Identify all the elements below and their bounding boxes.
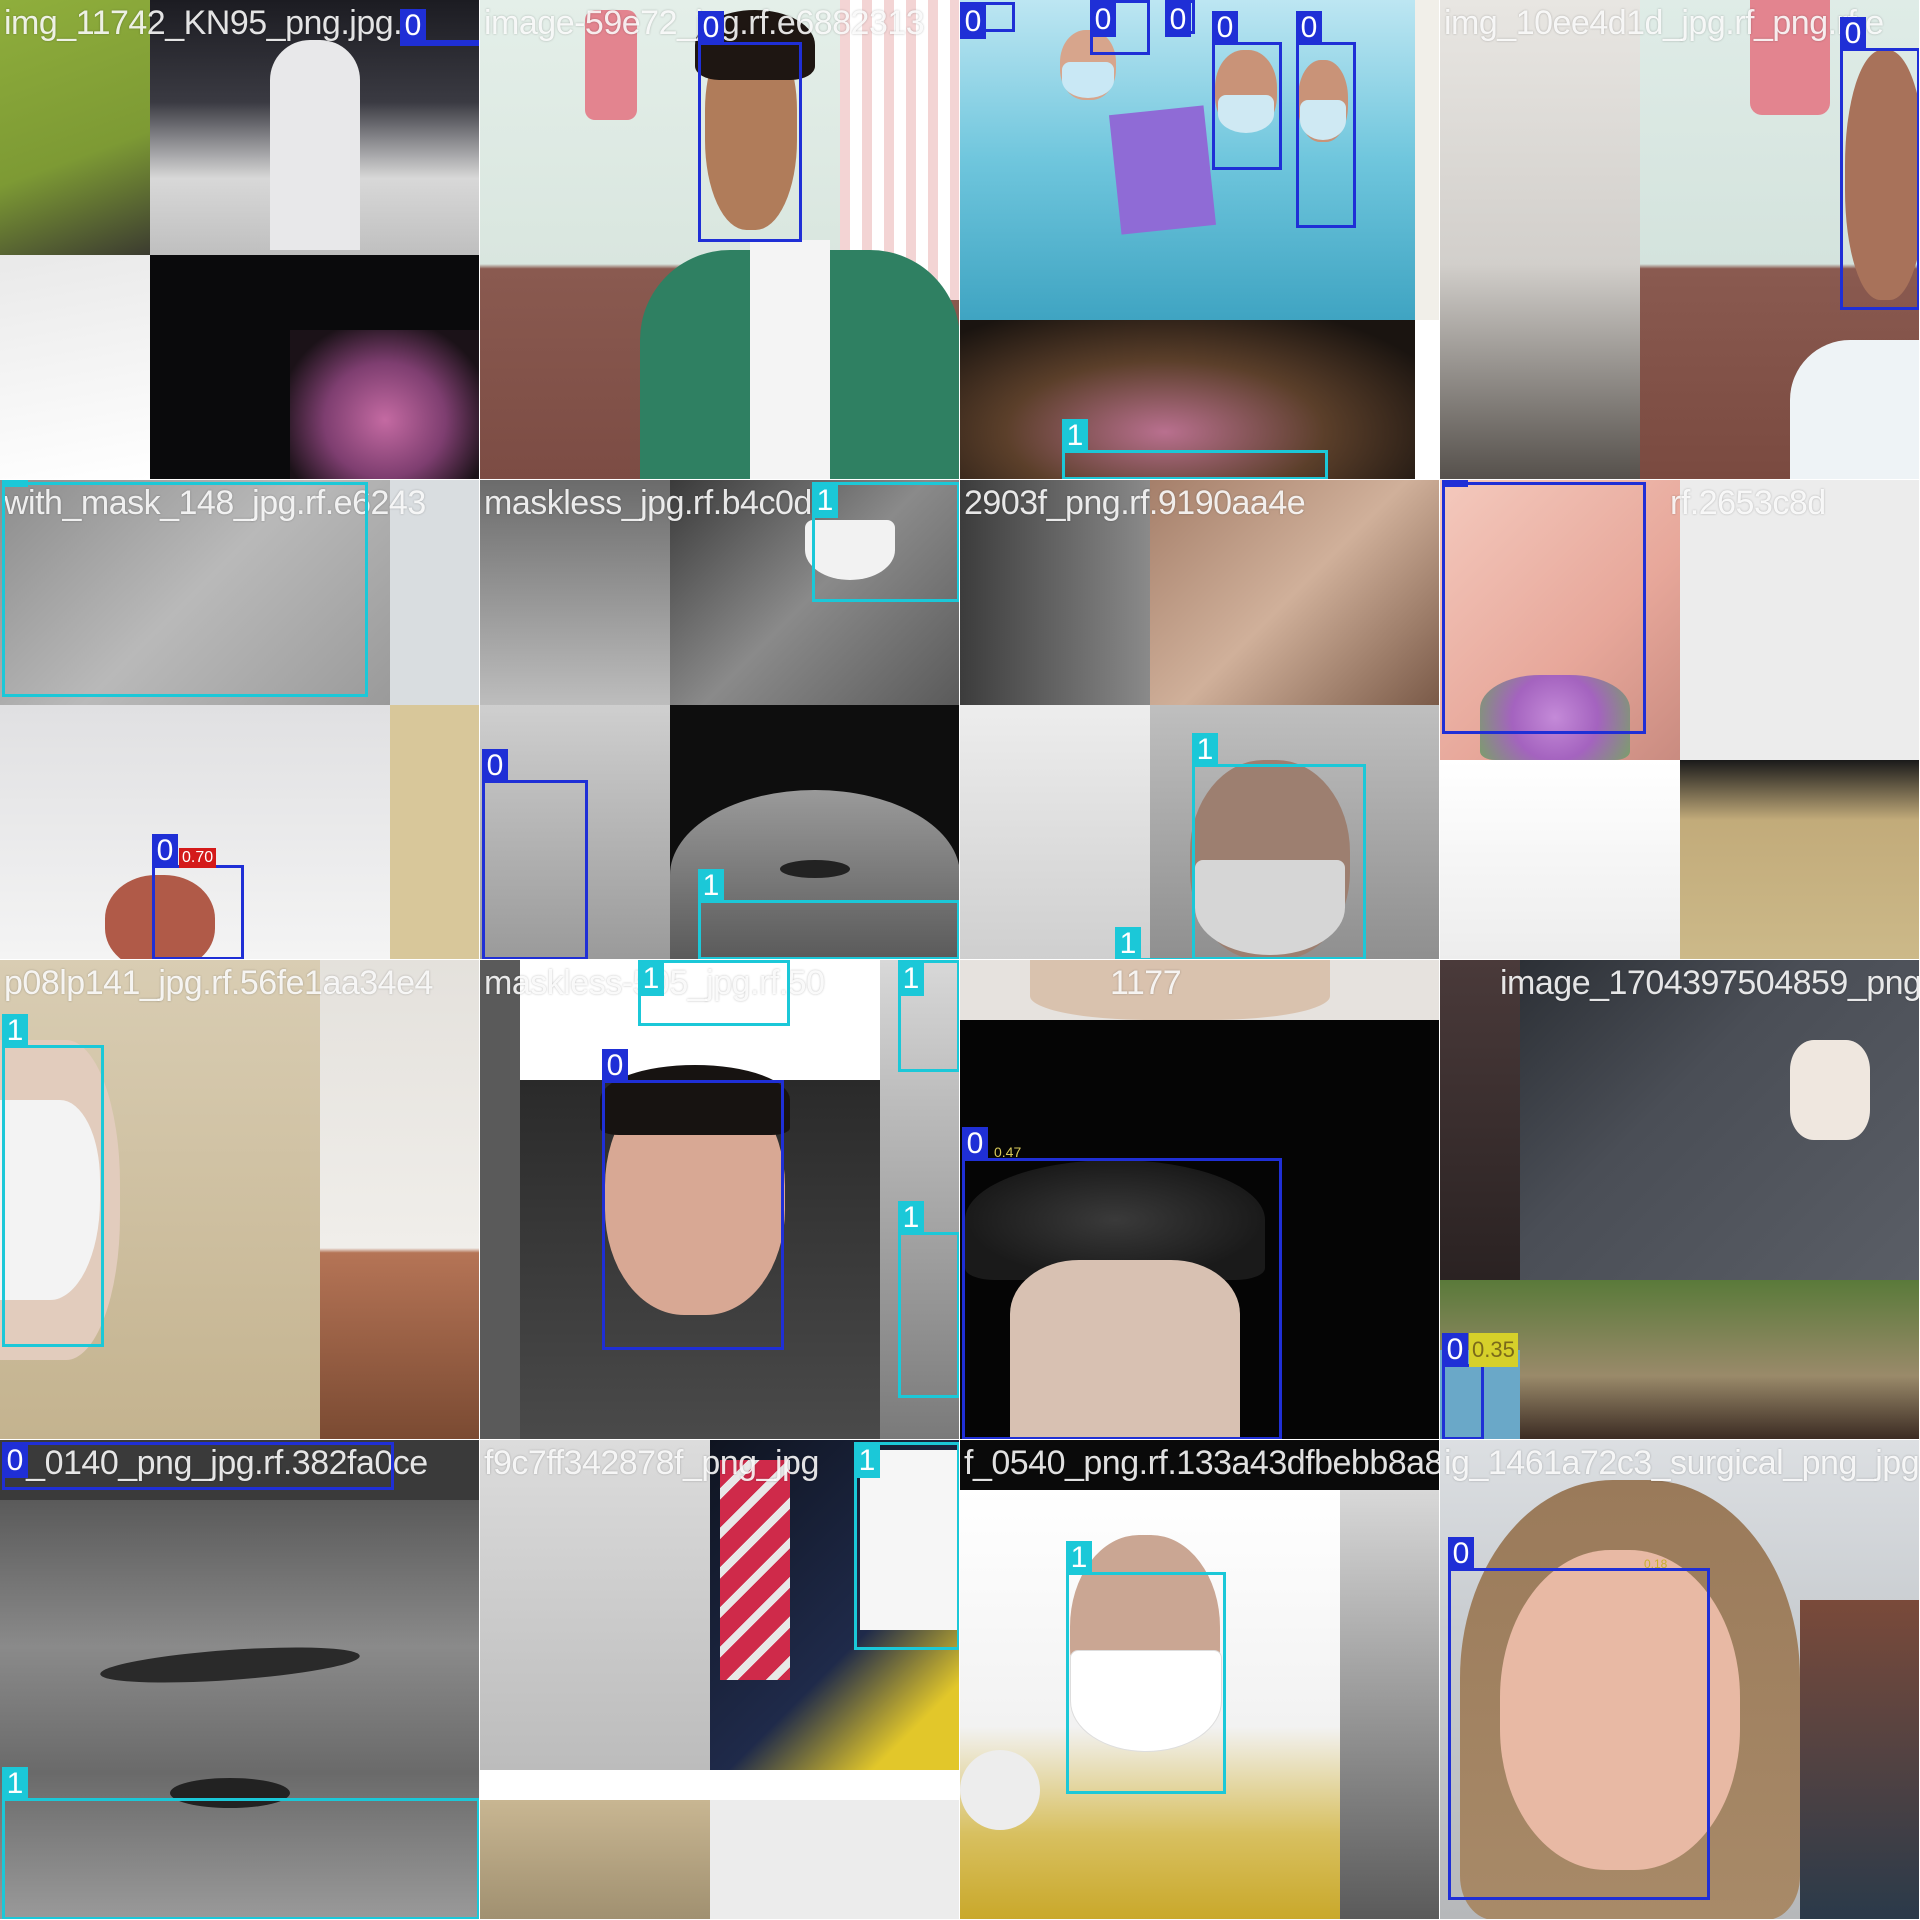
class-label: 0 — [602, 1049, 628, 1083]
filename-label: image_1704397504859_png — [1500, 964, 1920, 1002]
tile-4: with_mask_148_jpg.rf.e6243 1 0 0.70 — [0, 480, 480, 960]
bbox-mask: 1 — [698, 869, 959, 959]
class-label: 0 — [698, 11, 724, 45]
class-label: 0 — [2, 1444, 28, 1478]
bbox-mask: 1 — [854, 1442, 959, 1650]
bbox-mask: 1 — [2, 1014, 104, 1347]
tile-9: maskless-505_jpg.rf.50 1 0 1 1 — [480, 960, 960, 1440]
score-label: 0.70 — [179, 848, 217, 868]
filename-label: 2903f_png.rf.9190aa4e — [964, 484, 1306, 522]
bbox-mask: 1 — [898, 1201, 959, 1398]
filename-label: f_0540_png.rf.133a43dfbebb8a8 — [964, 1444, 1440, 1482]
class-label: 1 — [1115, 927, 1141, 959]
bbox-mask: 1 — [1115, 927, 1255, 959]
bbox-mask: 1 — [812, 482, 959, 602]
tile-3: img_10ee4d1d_jpg.rf_png.rf.e 0 — [1440, 0, 1920, 480]
bbox-mask: 1 — [1192, 733, 1366, 959]
bbox-mask: 1 — [898, 960, 959, 1072]
class-label: 0 — [152, 834, 178, 868]
filename-label: 1177 — [1110, 964, 1182, 1002]
bbox-mask: 1 — [1062, 419, 1328, 479]
bbox-no-mask: 0 — [1442, 480, 1646, 734]
filename-label: rf.2653c8d — [1670, 484, 1826, 522]
bbox-mask: 1 — [2, 480, 368, 697]
class-label: 0 — [962, 1127, 988, 1161]
class-label: 0 — [1448, 1537, 1474, 1571]
bbox-mask: 1 — [2, 1767, 479, 1919]
filename-label: img_10ee4d1d_jpg.rf_png.rf.e — [1444, 4, 1884, 42]
bbox-no-mask: 0 — [400, 9, 479, 46]
bbox-mask: 1 — [1066, 1541, 1226, 1794]
score-label: 0.35 — [1469, 1333, 1518, 1367]
class-label: 1 — [1066, 1541, 1092, 1575]
score-label: 0.47 — [994, 1144, 1022, 1160]
class-label: 1 — [812, 484, 838, 518]
tile-8: p08lp141_jpg.rf.56fe1aa34e4 1 — [0, 960, 480, 1440]
bbox-no-mask: 0 0.35 — [1442, 1333, 1518, 1439]
tile-7: rf.2653c8d 0 — [1440, 480, 1920, 960]
class-label: 0 — [1840, 17, 1866, 51]
class-label: 1 — [1062, 419, 1088, 453]
bbox-no-mask: 0 0.70 — [152, 834, 244, 959]
class-label: 0 — [1296, 11, 1322, 45]
class-label: 1 — [698, 869, 724, 903]
class-label: 1 — [2, 480, 28, 487]
filename-label: maskless_jpg.rf.b4c0d — [484, 484, 812, 522]
tile-2: 0 0 0 0 0 0 1 — [960, 0, 1440, 480]
bbox-no-mask: 0 — [698, 11, 802, 242]
class-label: 0 — [1442, 1333, 1468, 1367]
class-label: 1 — [1192, 733, 1218, 767]
filename-label: p08lp141_jpg.rf.56fe1aa34e4 — [4, 964, 433, 1002]
score-label: 0.18 — [1644, 1557, 1668, 1571]
bbox-no-mask: 0 — [1212, 11, 1282, 170]
class-label: 0 — [400, 9, 426, 43]
tile-14: f_0540_png.rf.133a43dfbebb8a8 1 — [960, 1440, 1440, 1920]
tile-1: image-59e72_jpg.rf.e6882313 0 — [480, 0, 960, 480]
filename-label: img_11742_KN95_png.jpg.rf — [4, 4, 422, 42]
filename-label: S_0140_png_jpg.rf.382fa0ce — [4, 1444, 428, 1482]
bbox-no-mask: 0 0.47 — [962, 1127, 1282, 1439]
filename-label: f9c7ff342878f_png_jpg — [484, 1444, 819, 1482]
filename-label: with_mask_148_jpg.rf.e6243 — [4, 484, 426, 522]
tile-10: 1177 0 0.47 — [960, 960, 1440, 1440]
bbox-no-mask: 0 0.18 — [1448, 1537, 1710, 1900]
class-label: 0 — [1212, 11, 1238, 45]
tile-5: maskless_jpg.rf.b4c0d 1 0 1 — [480, 480, 960, 960]
tile-12: S_0140_png_jpg.rf.382fa0ce 0 1 — [0, 1440, 480, 1920]
class-label: 0 — [1165, 3, 1191, 37]
tile-13: f9c7ff342878f_png_jpg 1 — [480, 1440, 960, 1920]
bbox-no-mask: 0 — [960, 2, 1015, 39]
tile-15: ig_1461a72c3_surgical_png_jpg 0 0.18 — [1440, 1440, 1920, 1920]
bbox-no-mask: 0 — [1090, 0, 1150, 55]
bbox-no-mask: 0 — [602, 1049, 784, 1350]
bbox-no-mask: 0 — [1165, 0, 1195, 37]
class-label: 1 — [2, 1767, 28, 1801]
bbox-mask: 1 — [638, 960, 790, 1026]
tile-11: image_1704397504859_png 0 0.35 — [1440, 960, 1920, 1440]
class-label: 1 — [854, 1444, 880, 1478]
tile-0: img_11742_KN95_png.jpg.rf 0 — [0, 0, 480, 480]
class-label: 1 — [2, 1014, 28, 1048]
class-label: 0 — [482, 749, 508, 783]
class-label: 0 — [1442, 480, 1468, 487]
class-label: 1 — [898, 1201, 924, 1235]
bbox-no-mask: 0 — [2, 1442, 394, 1490]
class-label: 0 — [1090, 3, 1116, 37]
bbox-no-mask: 0 — [482, 749, 588, 959]
filename-label: ig_1461a72c3_surgical_png_jpg — [1444, 1444, 1920, 1482]
tile-6: 2903f_png.rf.9190aa4e 1 1 — [960, 480, 1440, 960]
class-label: 1 — [638, 962, 664, 996]
class-label: 1 — [898, 962, 924, 996]
bbox-no-mask: 0 — [1296, 11, 1356, 228]
class-label: 0 — [960, 5, 986, 39]
bbox-no-mask: 0 — [1840, 17, 1919, 310]
